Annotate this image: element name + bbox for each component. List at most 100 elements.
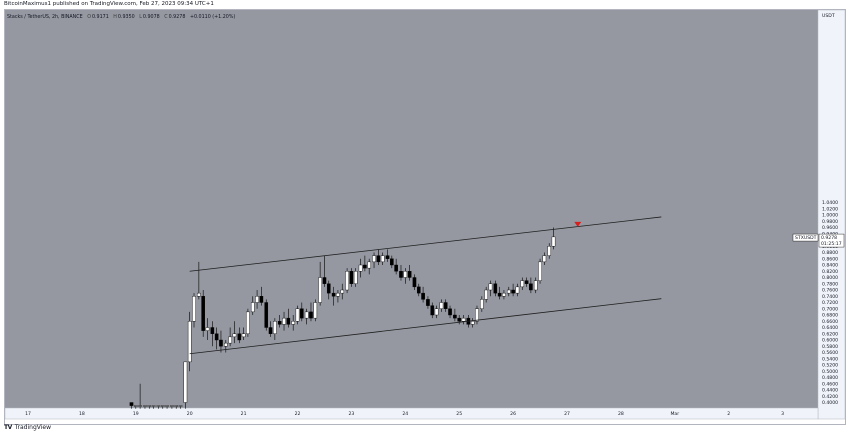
price-tick-label: 0.8800: [822, 250, 838, 256]
low-value: 0.9078: [143, 14, 160, 20]
candle: [551, 227, 556, 250]
candle: [533, 277, 538, 294]
candle: [394, 258, 398, 275]
bullish-candle-body: [488, 283, 493, 291]
price-tick-label: 0.9600: [822, 225, 838, 231]
price-tick-label: 0.5200: [822, 363, 838, 369]
candle: [461, 315, 466, 325]
candle: [246, 308, 250, 337]
candle: [277, 315, 282, 328]
chart-frame: [4, 9, 846, 425]
candle: [326, 280, 331, 300]
candle: [502, 290, 506, 300]
time-tick-label: 21: [241, 411, 247, 417]
bullish-candle-body: [273, 321, 277, 334]
candle: [143, 405, 147, 409]
candle: [349, 268, 354, 287]
candle: [147, 405, 152, 409]
candle: [470, 318, 475, 328]
symbol-tag-box: [792, 233, 819, 242]
bullish-candle-body: [241, 333, 246, 338]
bullish-candle-body: [542, 255, 547, 263]
change-value: +0.0110 (+1.20%): [190, 14, 235, 20]
top-marker: [574, 221, 582, 227]
candle: [282, 311, 286, 331]
bullish-candle-body: [480, 299, 484, 309]
bearish-candle-body: [326, 283, 331, 294]
bullish-candle-body: [143, 405, 147, 407]
candle: [475, 305, 479, 325]
candle: [318, 261, 322, 306]
price-tag-value: 0.9278: [821, 235, 837, 241]
price-tick-label: 1.0200: [822, 206, 838, 212]
tradingview-logo-icon: TV: [4, 424, 12, 431]
price-tick-label: 0.7400: [822, 294, 838, 300]
candle: [363, 255, 367, 272]
bullish-candle-body: [551, 236, 556, 247]
time-axis-background: [4, 407, 819, 420]
candle: [304, 308, 309, 325]
price-axis[interactable]: 1.04001.02001.00000.98000.96000.94000.92…: [822, 200, 838, 406]
bearish-candle-body: [201, 296, 205, 331]
candles-group: [129, 227, 556, 409]
candle: [286, 308, 291, 328]
bearish-candle-body: [412, 277, 417, 288]
candle: [434, 305, 439, 319]
bearish-candle-body: [214, 333, 219, 341]
bearish-candle-body: [376, 255, 381, 263]
bearish-candle-body: [349, 271, 354, 284]
candle: [336, 290, 340, 303]
candle: [380, 252, 385, 265]
time-axis[interactable]: 17 18 19 20 21 22 23 24 25 26 27 28 Mar 2 3: [25, 411, 784, 417]
bullish-candle-body: [403, 271, 408, 278]
bearish-candle-body: [421, 292, 425, 300]
bearish-candle-body: [497, 292, 502, 297]
publication-header: BitcoinMaximus1 published on TradingView…: [4, 1, 214, 7]
bearish-candle-body: [219, 339, 223, 347]
candle: [178, 405, 183, 409]
price-tick-label: 0.4000: [822, 400, 838, 406]
price-tick-label: 0.6600: [822, 319, 838, 325]
bullish-candle-body: [515, 286, 520, 294]
candle: [403, 268, 408, 284]
candle: [439, 299, 444, 312]
price-tick-label: 0.4800: [822, 375, 838, 381]
candle: [399, 265, 403, 281]
footer: TV TradingView: [4, 424, 51, 431]
time-tick-label: 2: [727, 411, 730, 417]
price-tick-label: 0.5600: [822, 350, 838, 356]
candle: [187, 311, 192, 372]
candle: [493, 280, 498, 297]
candle: [224, 340, 228, 353]
time-tick-label: 23: [348, 411, 354, 417]
bullish-candle-body: [250, 302, 255, 313]
bearish-candle-body: [453, 314, 457, 319]
candle: [129, 402, 134, 409]
candle: [426, 296, 430, 309]
candle: [515, 283, 520, 297]
bearish-candle-body: [399, 271, 403, 278]
bearish-candle-body: [286, 317, 291, 325]
open-label: O: [87, 14, 91, 20]
price-tick-label: 0.8600: [822, 256, 838, 262]
candle: [170, 405, 174, 409]
bearish-candle-body: [331, 292, 336, 297]
bearish-candle-body: [493, 283, 498, 294]
candle: [416, 283, 421, 297]
candle: [255, 290, 259, 309]
bullish-candle-body: [138, 405, 142, 407]
candle: [484, 286, 488, 303]
price-tick-label: 0.7800: [822, 281, 838, 287]
candle: [448, 305, 452, 319]
bearish-candle-body: [129, 402, 134, 406]
candle: [520, 277, 525, 290]
bearish-candle-body: [394, 264, 398, 272]
candle: [250, 296, 255, 315]
symbol-label: Stacks / TetherUS, 2h, BINANCE: [7, 14, 83, 20]
candle: [295, 305, 300, 325]
bearish-candle-body: [443, 302, 448, 309]
candle: [174, 405, 179, 409]
bearish-candle-body: [524, 280, 529, 284]
bullish-candle-body: [192, 296, 196, 322]
